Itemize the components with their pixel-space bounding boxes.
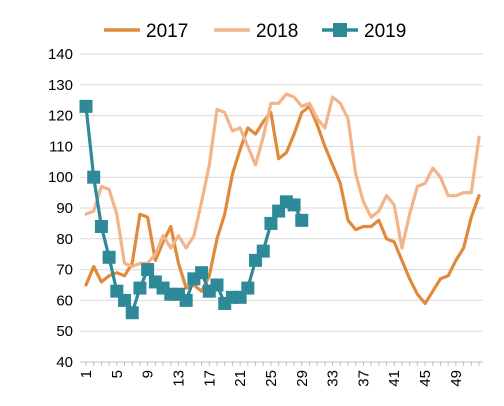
legend-marker-2019	[333, 23, 347, 37]
x-tick-label: 9	[140, 370, 157, 378]
point-2019	[287, 198, 301, 212]
x-tick-label: 25	[263, 370, 280, 387]
point-2019	[79, 99, 93, 113]
legend: 2017 2018 2019	[104, 21, 406, 42]
x-tick-label: 1	[78, 370, 95, 378]
x-tick-label: 17	[201, 370, 218, 387]
point-2019	[264, 216, 278, 230]
x-tick-label: 29	[294, 370, 311, 387]
point-2019	[141, 263, 155, 277]
point-2019	[133, 281, 147, 295]
point-2019	[94, 219, 108, 233]
y-tick-label: 60	[56, 292, 73, 309]
legend-label-2019: 2019	[364, 21, 406, 42]
point-2019	[241, 281, 255, 295]
point-2019	[295, 213, 309, 227]
x-tick-label: 21	[232, 370, 249, 387]
point-2019	[102, 250, 116, 264]
y-axis: 40 50 60 70 80 90 100 110 120 130 140	[48, 46, 73, 371]
y-tick-label: 120	[48, 108, 73, 125]
x-tick-label: 33	[325, 370, 342, 387]
series-group	[79, 92, 481, 320]
point-2019	[210, 278, 224, 292]
y-tick-label: 130	[48, 77, 73, 94]
series-line-2017	[84, 104, 481, 306]
point-2019	[256, 244, 270, 258]
point-2019	[118, 293, 132, 307]
y-tick-label: 140	[48, 46, 73, 63]
point-2019	[195, 266, 209, 280]
point-2019	[87, 170, 101, 184]
y-tick-label: 50	[56, 323, 73, 340]
legend-label-2018: 2018	[256, 21, 298, 42]
series-line-2018	[84, 92, 481, 269]
legend-label-2017: 2017	[146, 21, 188, 42]
y-tick-label: 70	[56, 262, 73, 279]
x-tick-label: 13	[170, 370, 187, 387]
y-tick-label: 100	[48, 169, 73, 186]
x-tick-label: 45	[417, 370, 434, 387]
y-tick-label: 40	[56, 354, 73, 371]
y-tick-label: 110	[49, 138, 73, 155]
x-tick-label: 5	[109, 370, 126, 378]
x-tick-label: 41	[386, 370, 403, 387]
x-tick-label: 49	[448, 370, 465, 387]
x-tick-label: 37	[355, 370, 372, 387]
y-tick-label: 80	[56, 231, 73, 248]
point-2019	[125, 306, 139, 320]
point-2019	[179, 293, 193, 307]
y-tick-label: 90	[56, 200, 73, 217]
gridlines	[80, 53, 483, 363]
x-axis: 1 5 9 13 17 21 25 29 33 37 41 45 49	[78, 361, 483, 387]
